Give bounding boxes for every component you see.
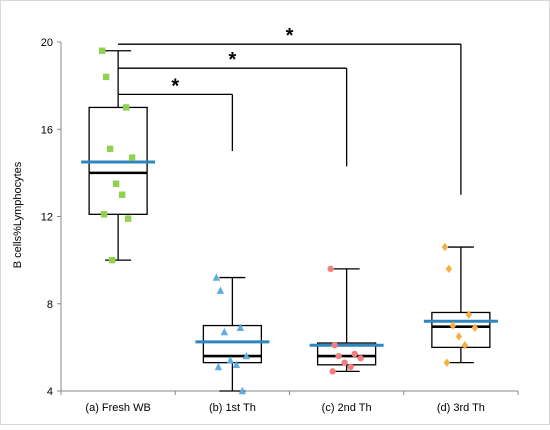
data-point [347, 363, 354, 371]
data-point [465, 310, 473, 319]
data-point [108, 256, 116, 264]
y-tick-label: 20 [41, 37, 53, 49]
x-tick-label: (b) 1st Th [209, 402, 256, 414]
box-group [423, 246, 498, 364]
data-point [220, 327, 229, 336]
x-tick-label: (d) 3rd Th [437, 402, 485, 414]
data-point [112, 180, 120, 187]
box-group [81, 50, 156, 261]
data-point [232, 360, 241, 369]
data-point [461, 340, 469, 350]
y-tick-label: 16 [41, 124, 53, 136]
x-tick-label: (c) 2nd Th [322, 402, 372, 414]
data-point [329, 368, 336, 375]
data-point [106, 145, 114, 153]
axes [57, 41, 519, 395]
y-tick-label: 12 [41, 212, 53, 224]
data-point [335, 352, 342, 360]
data-point [216, 286, 225, 294]
data-point [331, 341, 338, 349]
data-point [128, 154, 136, 161]
significance-star: * [228, 49, 236, 71]
y-tick-label: 8 [47, 299, 53, 311]
data-point [100, 211, 108, 218]
data-point [471, 323, 479, 332]
data-point [118, 191, 126, 198]
data-point [443, 358, 451, 367]
significance-bracket: * [118, 49, 348, 167]
data-point [242, 351, 251, 360]
data-point [212, 273, 221, 281]
data-point [214, 362, 223, 371]
data-point [449, 321, 457, 330]
significance-star: * [286, 25, 294, 47]
data-point [236, 323, 245, 331]
data-point [441, 242, 449, 252]
data-point [341, 359, 348, 366]
significance-brackets: * * * [118, 25, 462, 195]
data-point [327, 265, 334, 273]
data-point [351, 350, 358, 358]
tick-labels: 4 8 12 16 20 (a) Fresh WB (b) 1st Th (c) 2nd Th… [41, 37, 485, 414]
iqr-box [431, 311, 491, 349]
data-point [98, 47, 106, 54]
data-point [102, 73, 110, 81]
significance-bracket: * [118, 25, 462, 195]
data-point [122, 104, 130, 111]
significance-star: * [171, 75, 179, 97]
data-point [124, 215, 132, 222]
y-tick-label: 4 [47, 386, 53, 398]
x-tick-label: (a) Fresh WB [85, 402, 150, 414]
data-point [445, 264, 453, 274]
data-point [226, 356, 235, 364]
significance-bracket: * [118, 75, 234, 152]
y-axis-label: B cells%Lymphocytes [12, 161, 24, 268]
data-point [238, 386, 247, 395]
data-point [357, 355, 364, 362]
data-point [455, 332, 463, 341]
data-points [98, 47, 479, 395]
